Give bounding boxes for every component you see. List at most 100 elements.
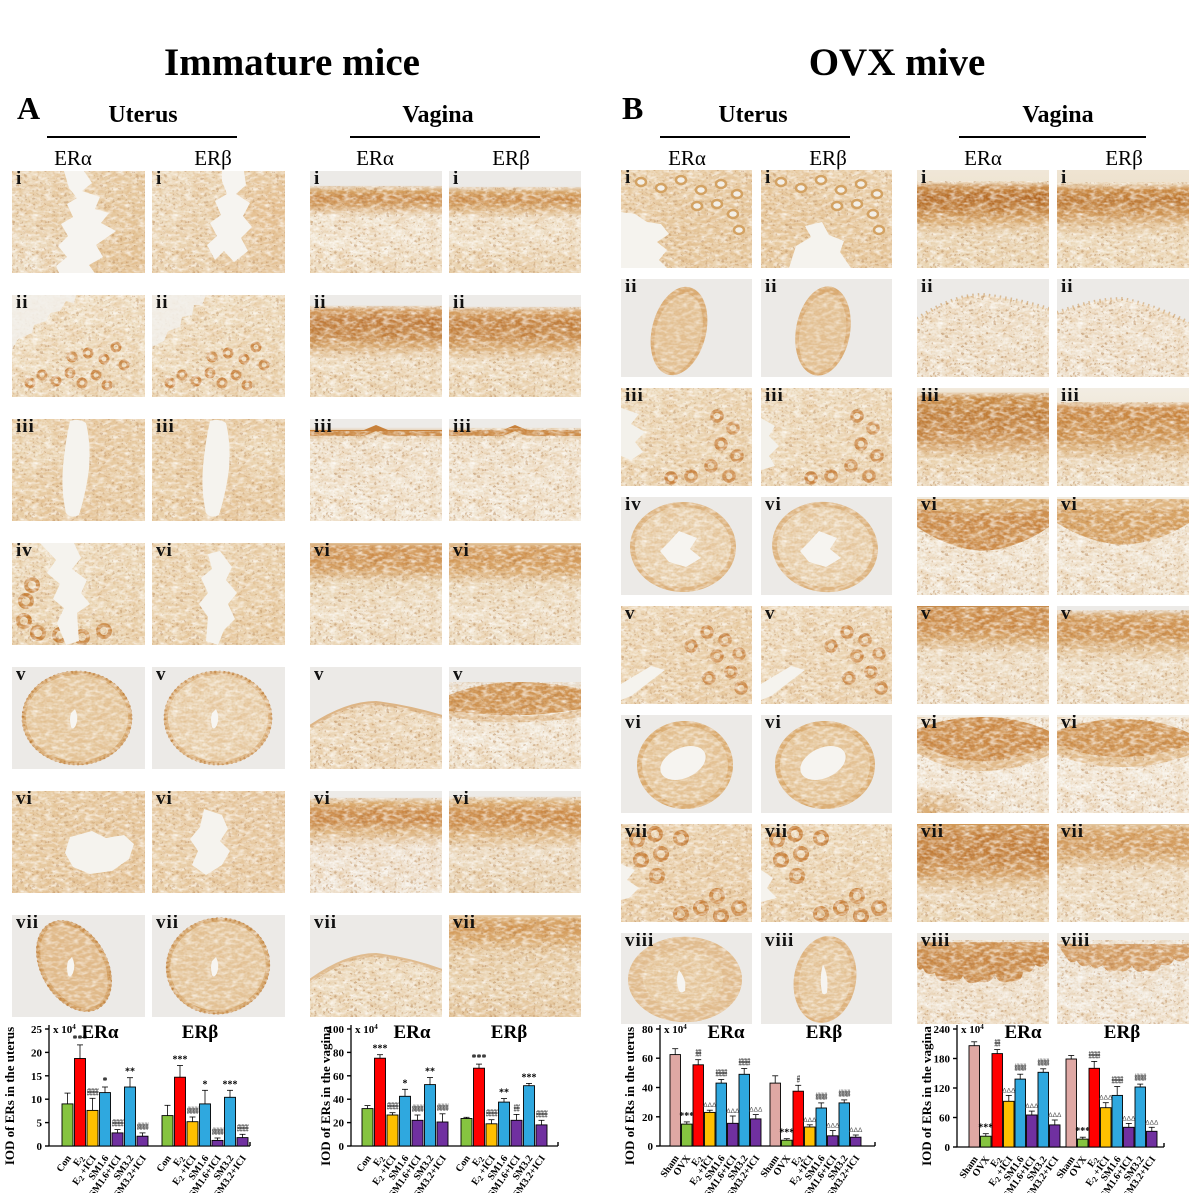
svg-text:####: #### — [137, 1123, 150, 1129]
svg-text:***: *** — [472, 1053, 487, 1064]
svg-text:####: #### — [1038, 1059, 1051, 1065]
svg-text:ERα: ERα — [708, 1022, 745, 1043]
svg-text:40: 40 — [333, 1094, 345, 1106]
svg-text:IOD of ERs in the vagina: IOD of ERs in the vagina — [320, 1026, 333, 1166]
svg-text:*: * — [103, 1076, 108, 1087]
svg-text:####: #### — [839, 1090, 852, 1096]
svg-text:IOD of ERs in the uterus: IOD of ERs in the uterus — [622, 1027, 637, 1165]
svg-text:ΔΔΔ: ΔΔΔ — [703, 1102, 717, 1109]
svg-text:IOD of ERs in the uterus: IOD of ERs in the uterus — [2, 1027, 17, 1165]
svg-text:####: #### — [739, 1059, 752, 1065]
svg-text:*: * — [203, 1079, 208, 1090]
svg-text:####: #### — [437, 1107, 450, 1113]
svg-text:ΔΔΔ: ΔΔΔ — [803, 1117, 817, 1124]
svg-text:####: #### — [237, 1124, 250, 1130]
svg-text:***: *** — [373, 1044, 388, 1055]
svg-text:#: # — [797, 1078, 801, 1084]
svg-text:##: ## — [514, 1107, 521, 1113]
svg-text:ΔΔΔ: ΔΔΔ — [1048, 1112, 1062, 1119]
svg-text:####: #### — [716, 1070, 729, 1076]
svg-text:##: ## — [695, 1050, 702, 1056]
svg-text:ΔΔΔ: ΔΔΔ — [1002, 1087, 1016, 1094]
svg-text:####: #### — [739, 1062, 752, 1068]
svg-text:ΔΔΔ: ΔΔΔ — [849, 1127, 863, 1134]
svg-text:***: *** — [173, 1055, 188, 1066]
svg-text:15: 15 — [31, 1071, 43, 1083]
svg-text:***: *** — [779, 1128, 794, 1139]
svg-text:####: #### — [536, 1113, 549, 1119]
svg-text:####: #### — [486, 1113, 499, 1119]
svg-text:ΔΔΔ: ΔΔΔ — [1025, 1103, 1039, 1110]
svg-text:120: 120 — [934, 1083, 951, 1095]
svg-text:ERα: ERα — [1005, 1022, 1042, 1043]
svg-text:25: 25 — [31, 1024, 43, 1036]
svg-text:ERα: ERα — [394, 1022, 431, 1043]
svg-text:x 104: x 104 — [355, 1023, 378, 1036]
svg-text:####: #### — [212, 1128, 225, 1134]
svg-text:####: #### — [536, 1110, 549, 1116]
svg-text:ERα: ERα — [82, 1022, 119, 1043]
svg-text:####: #### — [486, 1110, 499, 1116]
svg-text:####: #### — [1015, 1067, 1028, 1073]
svg-text:IOD of ERs in the vagina: IOD of ERs in the vagina — [920, 1026, 934, 1166]
svg-text:60: 60 — [939, 1113, 951, 1125]
svg-text:####: #### — [387, 1106, 400, 1112]
svg-text:40: 40 — [642, 1083, 654, 1095]
svg-text:ΔΔΔ: ΔΔΔ — [749, 1107, 763, 1114]
svg-text:60: 60 — [333, 1071, 345, 1083]
svg-text:ΔΔΔ: ΔΔΔ — [1099, 1095, 1113, 1102]
svg-text:ΔΔΔ: ΔΔΔ — [726, 1108, 740, 1115]
svg-text:**: ** — [425, 1067, 435, 1078]
svg-text:***: *** — [978, 1123, 993, 1134]
svg-text:180: 180 — [934, 1054, 951, 1066]
svg-text:0: 0 — [339, 1141, 345, 1153]
svg-text:####: #### — [112, 1120, 125, 1126]
svg-text:####: #### — [816, 1096, 829, 1102]
svg-text:ΔΔΔ: ΔΔΔ — [826, 1123, 840, 1130]
svg-text:####: #### — [187, 1107, 200, 1113]
svg-text:####: #### — [237, 1127, 250, 1133]
svg-text:***: *** — [1075, 1126, 1090, 1137]
svg-text:60: 60 — [642, 1053, 654, 1065]
svg-text:100: 100 — [328, 1024, 345, 1036]
svg-text:####: #### — [412, 1105, 425, 1111]
svg-text:####: #### — [87, 1091, 100, 1097]
svg-text:**: ** — [125, 1067, 135, 1078]
svg-text:Con: Con — [55, 1153, 74, 1174]
svg-text:ERβ: ERβ — [806, 1022, 842, 1043]
svg-text:ERβ: ERβ — [182, 1022, 218, 1043]
svg-text:20: 20 — [333, 1118, 345, 1130]
svg-text:####: #### — [212, 1131, 225, 1137]
svg-text:10: 10 — [31, 1094, 43, 1106]
svg-text:ΔΔΔ: ΔΔΔ — [1122, 1115, 1136, 1122]
svg-text:ΔΔΔ: ΔΔΔ — [1145, 1119, 1159, 1126]
svg-text:####: #### — [1038, 1062, 1051, 1068]
svg-text:#: # — [797, 1075, 801, 1081]
svg-text:##: ## — [994, 1040, 1001, 1046]
svg-text:####: #### — [112, 1123, 125, 1129]
svg-text:####: #### — [187, 1110, 200, 1116]
svg-text:####: #### — [1089, 1051, 1102, 1057]
svg-text:0: 0 — [648, 1141, 654, 1153]
svg-text:####: #### — [387, 1103, 400, 1109]
svg-text:####: #### — [1135, 1077, 1148, 1083]
svg-text:ERβ: ERβ — [1104, 1022, 1140, 1043]
svg-text:x 104: x 104 — [961, 1023, 984, 1036]
svg-text:80: 80 — [333, 1047, 345, 1059]
svg-text:ERβ: ERβ — [491, 1022, 527, 1043]
svg-text:0: 0 — [37, 1141, 43, 1153]
svg-text:Con: Con — [355, 1153, 374, 1174]
svg-text:##: ## — [514, 1104, 521, 1110]
svg-text:####: #### — [1112, 1080, 1125, 1086]
svg-text:Con: Con — [454, 1153, 473, 1174]
svg-text:####: #### — [839, 1093, 852, 1099]
svg-text:####: #### — [412, 1108, 425, 1114]
svg-text:20: 20 — [31, 1047, 43, 1059]
svg-text:0: 0 — [945, 1142, 951, 1154]
svg-text:240: 240 — [934, 1024, 951, 1036]
svg-text:####: #### — [437, 1104, 450, 1110]
svg-text:x 104: x 104 — [53, 1023, 76, 1036]
svg-text:##: ## — [695, 1053, 702, 1059]
svg-text:x 104: x 104 — [664, 1023, 687, 1036]
svg-text:80: 80 — [642, 1024, 654, 1036]
